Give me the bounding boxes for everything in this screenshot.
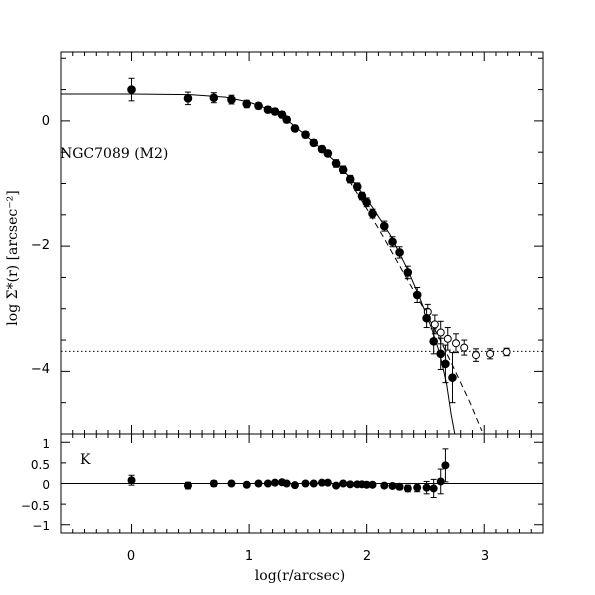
data-point xyxy=(227,95,236,104)
open-data-point xyxy=(502,347,511,356)
residual-tick-label: −0.5 xyxy=(21,499,50,513)
data-point xyxy=(242,99,252,109)
x-axis-label: log(r/arcsec) xyxy=(255,568,345,584)
data-point xyxy=(254,101,263,111)
data-point xyxy=(368,209,377,218)
residual-point xyxy=(309,479,318,488)
data-point xyxy=(345,174,355,184)
open-data-point xyxy=(430,320,439,329)
residual-point xyxy=(263,479,272,488)
residual-point xyxy=(403,484,412,493)
data-point xyxy=(441,359,450,369)
residual-point xyxy=(323,478,332,487)
residual-point xyxy=(395,482,404,491)
residual-point xyxy=(441,461,450,470)
residual-point xyxy=(254,479,263,488)
open-data-point xyxy=(436,328,445,337)
x-tick-label: 0 xyxy=(127,549,135,564)
data-point xyxy=(429,337,438,346)
data-point xyxy=(362,197,371,207)
x-tick-label: 1 xyxy=(245,549,253,564)
data-point xyxy=(412,290,422,300)
residual-point xyxy=(301,479,310,488)
residual-point xyxy=(429,484,438,493)
residual-point xyxy=(422,483,431,492)
cluster-name: NGC7089 (M2) xyxy=(60,146,168,162)
data-point xyxy=(183,94,193,103)
data-point xyxy=(395,248,404,257)
residual-point xyxy=(209,479,218,488)
residual-tick-label: 0.5 xyxy=(31,458,50,472)
data-point xyxy=(403,268,413,277)
residual-tick-label: 0 xyxy=(42,478,50,492)
data-point xyxy=(338,165,348,175)
residual-point xyxy=(242,480,251,489)
open-data-point xyxy=(452,339,461,348)
model-curve-solid xyxy=(61,93,456,434)
data-point xyxy=(290,124,300,133)
residual-point xyxy=(183,481,192,490)
data-point xyxy=(127,85,136,94)
x-tick-label: 2 xyxy=(363,549,371,564)
data-point xyxy=(309,138,319,148)
main-frame xyxy=(60,51,544,435)
y-tick-label: 0 xyxy=(42,114,50,129)
data-point xyxy=(323,149,333,158)
open-data-point xyxy=(486,349,495,358)
residual-tick-label: −1 xyxy=(32,519,50,533)
data-point xyxy=(352,182,362,191)
residual-point xyxy=(413,483,422,492)
residual-point xyxy=(388,481,397,490)
data-point xyxy=(448,373,457,382)
residual-point xyxy=(346,480,355,489)
residual-tick-label: 1 xyxy=(42,437,50,451)
data-point xyxy=(436,349,446,359)
residual-point xyxy=(270,478,279,487)
residual-point xyxy=(380,481,389,490)
data-point xyxy=(388,237,397,247)
open-data-point xyxy=(460,343,469,352)
main-panel xyxy=(60,51,544,533)
data-point xyxy=(301,130,310,139)
residual-point xyxy=(290,481,299,490)
residual-point xyxy=(282,479,291,488)
model-curve-dashed xyxy=(348,180,483,432)
open-data-point xyxy=(471,351,480,360)
y-tick-label: −4 xyxy=(31,362,50,377)
data-point xyxy=(422,313,431,323)
residual-point xyxy=(127,476,136,485)
open-data-point xyxy=(443,334,452,343)
x-tick-label: 3 xyxy=(481,549,489,564)
y-axis-label: log Σ*(r) [arcsec⁻²] xyxy=(5,190,21,325)
residual-point xyxy=(227,479,236,488)
data-point xyxy=(317,144,327,154)
y-tick-label: −2 xyxy=(31,238,50,253)
data-point xyxy=(263,105,273,114)
data-point xyxy=(209,93,219,103)
residual-point xyxy=(339,479,348,488)
residual-point xyxy=(368,480,377,489)
residual-label: K xyxy=(80,452,91,468)
data-point xyxy=(270,107,280,116)
residual-point xyxy=(332,481,341,490)
data-point xyxy=(282,115,292,124)
residual-panel xyxy=(60,433,544,534)
data-point xyxy=(379,221,389,231)
data-point xyxy=(331,159,341,168)
